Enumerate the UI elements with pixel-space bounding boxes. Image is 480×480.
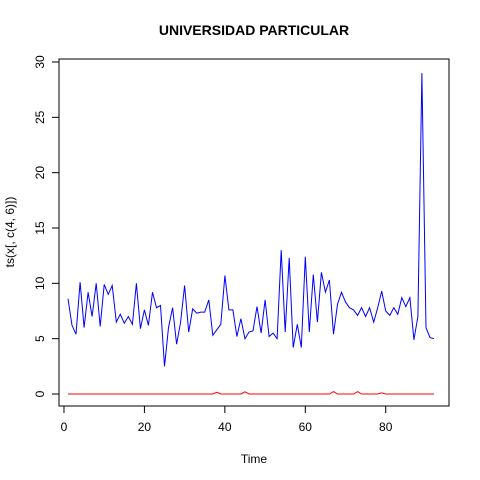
x-tick-label: 60 — [299, 420, 313, 434]
x-tick-label: 0 — [61, 420, 68, 434]
x-tick-label: 20 — [138, 420, 152, 434]
y-tick-label: 15 — [33, 221, 47, 235]
y-tick-label: 25 — [33, 110, 47, 124]
x-tick-label: 40 — [218, 420, 232, 434]
y-tick-label: 0 — [33, 390, 47, 397]
chart-title: UNIVERSIDAD PARTICULAR — [159, 22, 349, 38]
x-axis: 0 20 40 60 80 — [61, 405, 393, 434]
y-tick-label: 30 — [33, 55, 47, 69]
series-line-1 — [67, 73, 435, 367]
series-line-2 — [68, 391, 434, 395]
y-tick-label: 5 — [33, 335, 47, 342]
y-axis-label: ts(x[, c(4, 6)]) — [3, 197, 17, 268]
y-tick-label: 20 — [33, 166, 47, 180]
x-axis-label: Time — [241, 452, 268, 466]
series-layer — [67, 73, 435, 395]
y-tick-label: 10 — [33, 276, 47, 290]
x-tick-label: 80 — [379, 420, 393, 434]
y-axis: 0 5 10 15 20 25 30 — [33, 55, 60, 397]
